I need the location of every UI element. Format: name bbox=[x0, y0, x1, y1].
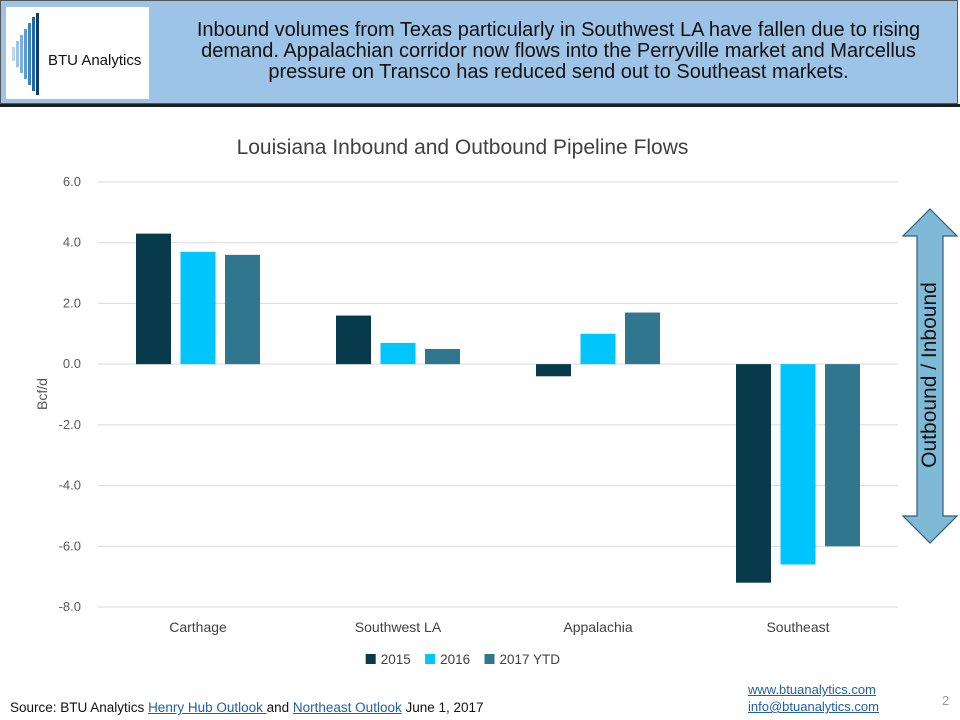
legend-swatch bbox=[425, 654, 436, 664]
y-tick-label: -2.0 bbox=[59, 417, 81, 432]
y-tick-label: -6.0 bbox=[59, 538, 81, 553]
bar bbox=[136, 233, 171, 365]
bar bbox=[780, 364, 816, 565]
bar bbox=[425, 348, 460, 365]
header-banner: BTU Analytics Inbound volumes from Texas… bbox=[0, 0, 958, 104]
y-tick-label: 4.0 bbox=[63, 235, 81, 250]
source-mid: and bbox=[266, 700, 293, 715]
bar bbox=[380, 342, 416, 365]
bar bbox=[825, 364, 860, 547]
website-link[interactable]: www.btuanalytics.com bbox=[748, 682, 876, 697]
y-tick-label: 6.0 bbox=[63, 174, 81, 189]
y-tick-label: 2.0 bbox=[63, 295, 81, 310]
headline: Inbound volumes from Texas particularly … bbox=[196, 19, 921, 83]
legend-swatch bbox=[365, 654, 376, 664]
bar bbox=[225, 254, 260, 365]
chart-title: Louisiana Inbound and Outbound Pipeline … bbox=[236, 136, 689, 159]
x-tick-label: Appalachia bbox=[563, 619, 632, 635]
arrow-label: Outbound / Inbound bbox=[918, 282, 941, 468]
y-tick-label: -8.0 bbox=[59, 599, 81, 614]
logo: BTU Analytics bbox=[6, 7, 149, 99]
header-divider bbox=[0, 104, 960, 107]
double-arrow-icon bbox=[902, 208, 958, 544]
bar bbox=[180, 251, 216, 365]
logo-bars-icon bbox=[12, 13, 39, 95]
y-tick-label: 0.0 bbox=[63, 356, 81, 371]
legend-label: 2017 YTD bbox=[500, 652, 561, 667]
bar bbox=[580, 333, 616, 365]
logo-text: BTU Analytics bbox=[48, 52, 142, 69]
northeast-outlook-link[interactable]: Northeast Outlook bbox=[292, 700, 402, 715]
source-prefix: Source: BTU Analytics bbox=[10, 700, 149, 715]
source-note: Source: BTU Analytics Henry Hub Outlook … bbox=[10, 700, 484, 715]
y-axis-label: Bcf/d bbox=[34, 378, 50, 410]
x-tick-label: Carthage bbox=[169, 619, 227, 635]
legend-label: 2015 bbox=[381, 652, 411, 667]
page-number: 2 bbox=[942, 693, 950, 708]
henry-hub-outlook-link[interactable]: Henry Hub Outlook bbox=[148, 700, 267, 715]
email-link[interactable]: info@btuanalytics.com bbox=[748, 699, 879, 714]
legend-label: 2016 bbox=[440, 652, 470, 667]
x-tick-label: Southeast bbox=[766, 619, 829, 635]
y-tick-label: -4.0 bbox=[59, 478, 81, 493]
bar bbox=[536, 364, 571, 377]
bar bbox=[736, 364, 771, 583]
source-date: June 1, 2017 bbox=[401, 700, 484, 715]
legend-swatch bbox=[484, 654, 495, 664]
contact-info: www.btuanalytics.com info@btuanalytics.c… bbox=[748, 681, 879, 715]
x-tick-label: Southwest LA bbox=[355, 619, 442, 635]
bar bbox=[625, 312, 660, 365]
bar bbox=[336, 315, 371, 365]
